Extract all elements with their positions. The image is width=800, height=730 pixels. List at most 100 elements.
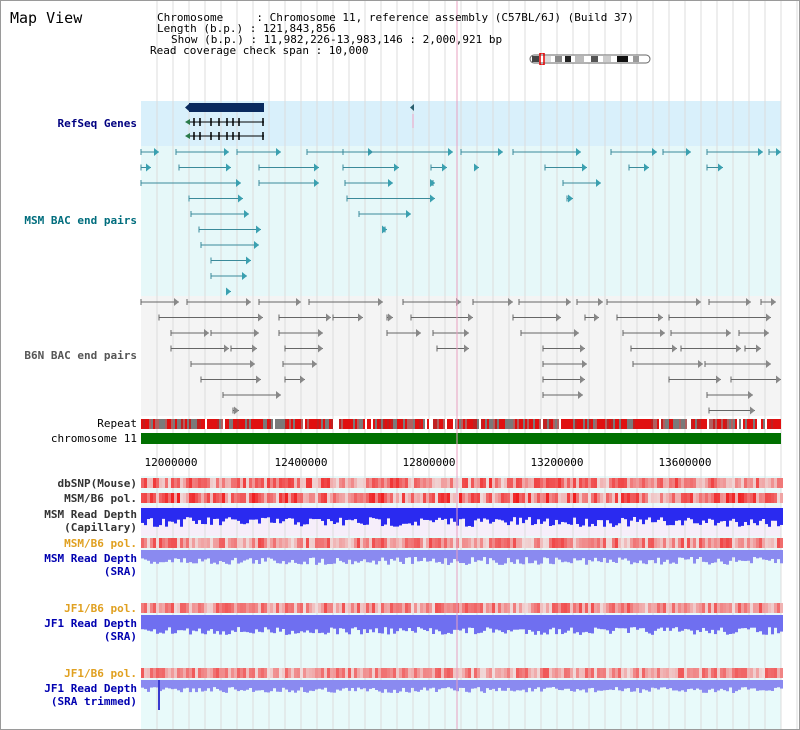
depth-bar (543, 508, 546, 522)
depth-bar (711, 550, 714, 564)
heat-cell (303, 478, 306, 488)
heat-cell (273, 668, 276, 678)
msm-read-depth-sra-label[interactable]: MSM Read Depth (SRA) (44, 552, 137, 578)
repeat-cell (185, 419, 187, 429)
repeat-cell (637, 419, 639, 429)
depth-bar (654, 615, 657, 631)
refseq-genes-label[interactable]: RefSeq Genes (57, 117, 137, 130)
heat-cell (693, 538, 696, 548)
heat-cell (231, 603, 234, 613)
depth-bar (612, 680, 615, 691)
jf1-read-depth-trimmed-label[interactable]: JF1 Read Depth (SRA trimmed) (44, 682, 137, 708)
repeat-cell (381, 419, 383, 429)
msm-b6-pol-label[interactable]: MSM/B6 pol. (64, 492, 137, 505)
heat-cell (282, 478, 285, 488)
chromosome-bar (141, 433, 781, 444)
heat-cell (633, 668, 636, 678)
b6n-bac-end-pairs-track[interactable] (140, 298, 781, 415)
heat-cell (594, 668, 597, 678)
repeat-cell (575, 419, 577, 429)
depth-bar (597, 615, 600, 629)
depth-bar (516, 680, 519, 691)
repeat-cell (503, 419, 505, 429)
repeat-cell (649, 419, 651, 429)
heat-cell (522, 603, 525, 613)
repeat-cell (271, 419, 273, 429)
repeat-cell (165, 419, 167, 429)
depth-bar (774, 680, 777, 688)
depth-bar (288, 680, 291, 693)
msm-read-depth-capillary-label[interactable]: MSM Read Depth (Capillary) (44, 508, 137, 534)
msm-bac-end-pairs-track[interactable] (140, 148, 781, 296)
refseq-genes-track[interactable] (185, 103, 414, 140)
depth-bar (390, 508, 393, 526)
jf1-b6-pol-label[interactable]: JF1/B6 pol. (64, 602, 137, 615)
jf1-b6-pol-label-2[interactable]: JF1/B6 pol. (64, 667, 137, 680)
pair-arrow (246, 256, 251, 265)
heat-cell (615, 538, 618, 548)
heat-cell (597, 668, 600, 678)
depth-bar (318, 680, 321, 689)
dbsnp-label[interactable]: dbSNP(Mouse) (57, 477, 137, 490)
heat-cell (561, 493, 564, 503)
heat-cell (273, 493, 276, 503)
depth-bar (495, 508, 498, 520)
heat-cell (297, 603, 300, 613)
depth-bar (606, 680, 609, 691)
heat-cell (363, 538, 366, 548)
heat-cell (669, 478, 672, 488)
depth-bar (306, 680, 309, 693)
repeat-cell (219, 419, 221, 429)
msm-bac-label[interactable]: MSM BAC end pairs (24, 214, 137, 227)
heat-cell (594, 603, 597, 613)
depth-bar (648, 550, 651, 561)
msm-b6-pol-label-2[interactable]: MSM/B6 pol. (64, 537, 137, 550)
repeat-cell (209, 419, 211, 429)
depth-bar (321, 550, 324, 559)
repeat-cell (213, 419, 215, 429)
heat-cell (183, 493, 186, 503)
depth-bar (192, 508, 195, 521)
heat-cell (687, 668, 690, 678)
heat-cell (315, 603, 318, 613)
repeat-cell (373, 419, 375, 429)
heat-cell (474, 538, 477, 548)
pair-arrow (314, 179, 319, 187)
heat-cell (591, 493, 594, 503)
depth-bar (264, 615, 267, 628)
chromosome-ideogram[interactable] (529, 53, 653, 65)
heat-cell (171, 478, 174, 488)
heat-cell (753, 668, 756, 678)
heat-cell (222, 478, 225, 488)
heat-cell (474, 478, 477, 488)
heat-cell (435, 668, 438, 678)
heat-cell (507, 668, 510, 678)
depth-bar (369, 550, 372, 563)
depth-bar (291, 508, 294, 519)
heat-cell (534, 668, 537, 678)
depth-bar (462, 615, 465, 629)
repeat-cell (629, 419, 631, 429)
depth-bar (573, 508, 576, 518)
depth-bar (780, 615, 783, 632)
heat-cell (516, 493, 519, 503)
heat-cell (609, 603, 612, 613)
repeat-label[interactable]: Repeat (97, 417, 137, 430)
repeat-cell (411, 419, 413, 429)
repeat-cell (537, 419, 539, 429)
heat-cell (744, 603, 747, 613)
heat-cell (249, 478, 252, 488)
heat-cell (591, 538, 594, 548)
depth-bar (717, 550, 720, 559)
heat-cell (729, 493, 732, 503)
jf1-read-depth-sra-label[interactable]: JF1 Read Depth (SRA) (44, 617, 137, 643)
depth-bar (243, 508, 246, 525)
depth-bar (594, 508, 597, 527)
b6n-bac-label[interactable]: B6N BAC end pairs (24, 349, 137, 362)
depth-bar (744, 508, 747, 522)
depth-bar (642, 508, 645, 525)
heat-cell (630, 603, 633, 613)
repeat-cell (717, 419, 719, 429)
depth-bar (186, 615, 189, 629)
